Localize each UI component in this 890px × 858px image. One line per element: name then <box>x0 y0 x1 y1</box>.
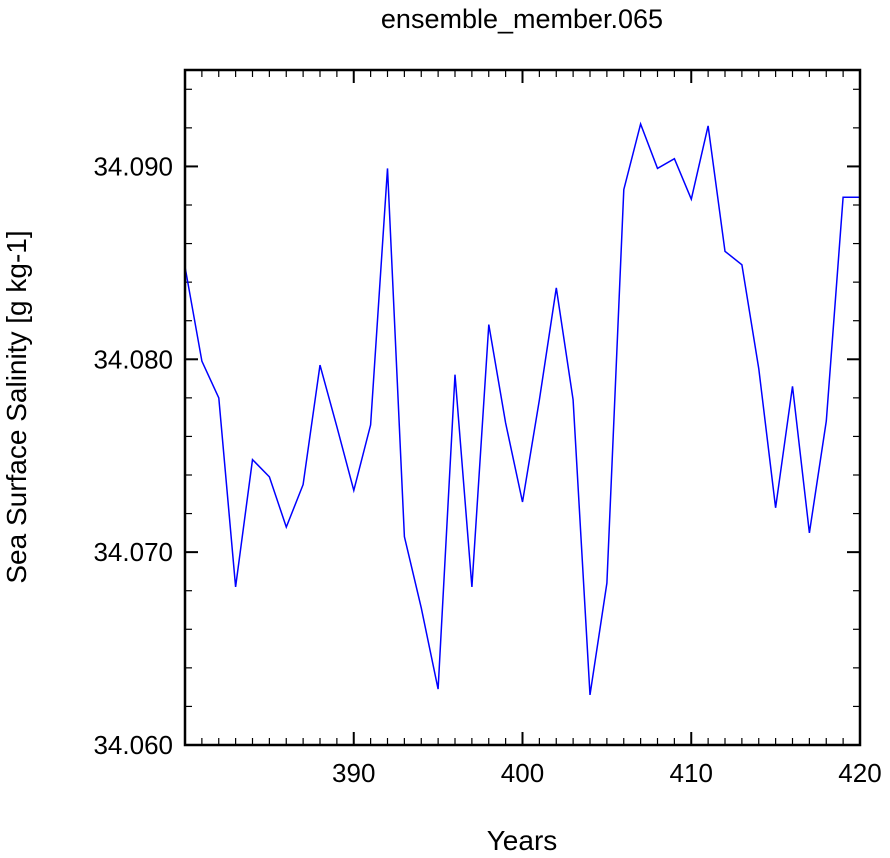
y-tick-label: 34.060 <box>93 730 173 760</box>
axis-tick-labels: 390 400 410 420 34.060 34.070 34.080 34.090 <box>93 151 881 788</box>
y-tick-label: 34.080 <box>93 344 173 374</box>
x-tick-label: 420 <box>838 758 881 788</box>
chart-title: ensemble_member.065 <box>381 4 663 34</box>
y-axis-title: Sea Surface Salinity [g kg-1] <box>1 230 32 583</box>
y-tick-label: 34.070 <box>93 537 173 567</box>
x-tick-label: 390 <box>332 758 375 788</box>
axis-ticks <box>184 70 861 746</box>
y-tick-label: 34.090 <box>93 151 173 181</box>
series-line <box>184 121 860 696</box>
x-axis-title: Years <box>487 825 558 856</box>
plot-frame <box>183 68 862 747</box>
x-tick-label: 410 <box>670 758 713 788</box>
x-tick-label: 400 <box>501 758 544 788</box>
